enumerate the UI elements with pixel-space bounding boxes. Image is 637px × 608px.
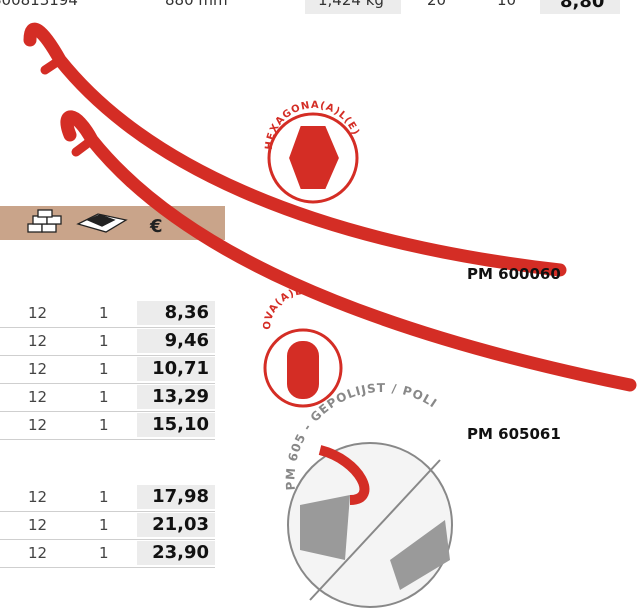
top-row-cell: 10 — [497, 0, 516, 9]
price: 15,10 — [137, 413, 215, 437]
pack-qty: 12 — [28, 332, 47, 350]
badge-label: OVA(A)L(E) — [262, 286, 324, 331]
pack-qty: 12 — [28, 416, 47, 434]
row-separator — [0, 383, 215, 384]
price: 17,98 — [137, 485, 215, 509]
row-separator — [0, 511, 215, 512]
top-row-cell: 20 — [427, 0, 446, 9]
pack-qty: 12 — [28, 388, 47, 406]
row-separator — [0, 411, 215, 412]
illustration: HEXAGONA(A)L(E) OVA(A)L(E) PM 605 - GEPO… — [0, 0, 637, 608]
pack-qty: 12 — [28, 488, 47, 506]
price: 13,29 — [137, 385, 215, 409]
box-qty: 1 — [99, 416, 109, 434]
price: 9,46 — [137, 329, 215, 353]
polished-tip — [300, 495, 350, 560]
row-separator — [0, 567, 215, 568]
box-qty: 1 — [99, 488, 109, 506]
box-qty: 1 — [99, 516, 109, 534]
row-separator — [0, 539, 215, 540]
box-qty: 1 — [99, 360, 109, 378]
top-row-cell: 800813194 — [0, 0, 78, 9]
top-row-cell: 1,424 kg — [318, 0, 384, 9]
top-row-cell: 880 mm — [165, 0, 228, 9]
row-separator — [0, 439, 215, 440]
row-separator — [0, 327, 215, 328]
price: 21,03 — [137, 513, 215, 537]
pack-qty: 12 — [28, 544, 47, 562]
product-code: PM 605061 — [467, 425, 561, 443]
product-code: PM 600060 — [467, 265, 561, 283]
catalog-page: HEXAGONA(A)L(E) OVA(A)L(E) PM 605 - GEPO… — [0, 0, 637, 608]
pack-qty: 12 — [28, 360, 47, 378]
price: 23,90 — [137, 541, 215, 565]
price: 10,71 — [137, 357, 215, 381]
oval-icon — [286, 340, 320, 400]
price: 8,36 — [137, 301, 215, 325]
currency-header: € — [150, 216, 163, 237]
box-qty: 1 — [99, 304, 109, 322]
pack-qty: 12 — [28, 304, 47, 322]
box-qty: 1 — [99, 332, 109, 350]
box-qty: 1 — [99, 388, 109, 406]
box-qty: 1 — [99, 544, 109, 562]
top-row-cell: 8,80 — [560, 0, 604, 12]
badge-label: OVA(A)L(E) — [262, 286, 324, 331]
row-separator — [0, 355, 215, 356]
pack-qty: 12 — [28, 516, 47, 534]
